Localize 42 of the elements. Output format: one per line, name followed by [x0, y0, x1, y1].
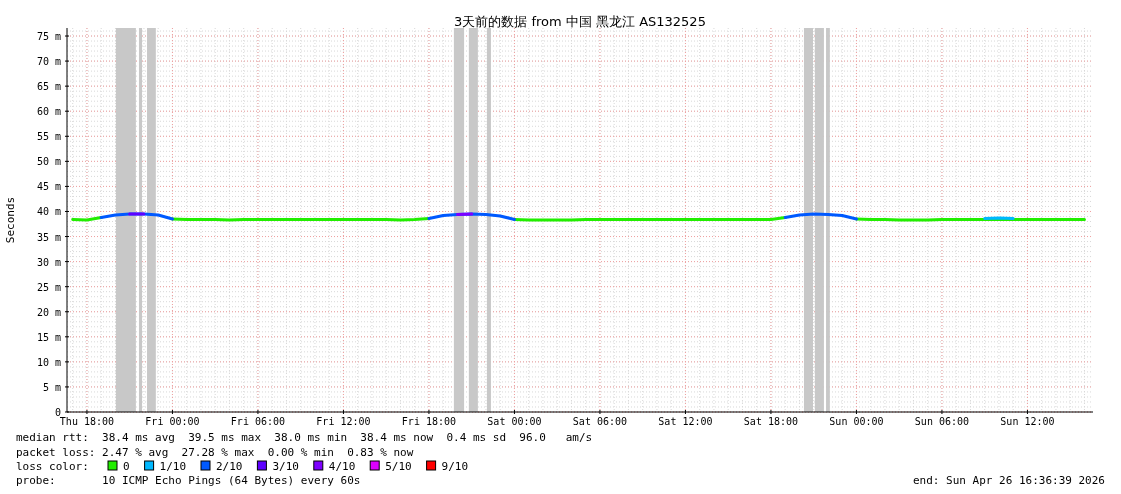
y-tick-label: 55 m [36, 131, 61, 143]
y-tick-label: 40 m [36, 206, 61, 218]
legend-label: 1/10 [159, 460, 187, 473]
y-tick-label: 35 m [36, 231, 61, 243]
y-tick-label: 60 m [36, 106, 61, 118]
x-tick-label: Thu 18:00 [59, 416, 115, 427]
legend-label: 0 [123, 460, 130, 473]
x-tick-label: Fri 00:00 [145, 416, 200, 427]
x-tick-label: Sat 06:00 [572, 416, 628, 427]
y-tick-label: 75 m [36, 31, 61, 43]
y-tick-label: 30 m [36, 256, 61, 268]
y-tick-label: 65 m [36, 81, 61, 93]
x-tick-label: Fri 12:00 [316, 416, 371, 427]
y-tick-label: 50 m [36, 156, 61, 168]
text: probe: 10 ICMP Echo Pings (64 Bytes) every 60s [16, 474, 361, 487]
x-tick-label: Fri 18:00 [401, 416, 457, 427]
chart-title: 3天前的数据 from 中国 黑龙江 AS132525 [454, 14, 706, 29]
x-tick-label: Sun 06:00 [914, 416, 970, 427]
y-tick-label: 15 m [36, 331, 61, 343]
text: packet loss: 2.47 % avg 27.28 % max 0.00 % min 0.83 % now [16, 446, 414, 459]
x-tick-label: Sat 12:00 [658, 416, 713, 427]
y-tick-label: 70 m [36, 56, 61, 68]
text: end: Sun Apr 26 16:36:39 2026 [912, 474, 1105, 487]
legend-label: 9/10 [441, 460, 469, 473]
x-tick-label: Sun 00:00 [829, 416, 884, 427]
x-tick-label: Sat 18:00 [743, 416, 799, 427]
x-tick-label: Sat 00:00 [487, 416, 542, 427]
y-tick-label: 5 m [42, 381, 61, 393]
legend-label: 3/10 [272, 460, 299, 473]
y-tick-label: 45 m [36, 181, 61, 193]
legend-title: loss color: [16, 460, 89, 473]
legend-label: 2/10 [216, 460, 243, 473]
text: median rtt: 38.4 ms avg 39.5 ms max 38.0 ms min 38.4 ms now 0.4 ms sd 96.0 am/s [16, 431, 593, 444]
x-tick-label: Sun 12:00 [1000, 416, 1055, 427]
legend-label: 5/10 [385, 460, 412, 473]
legend-label: 4/10 [328, 460, 356, 473]
y-tick-label: 20 m [36, 306, 61, 318]
y-tick-label: 25 m [36, 281, 61, 293]
y-tick-label: 10 m [36, 356, 61, 368]
y-axis-title: Seconds [4, 196, 17, 244]
y-tick-label: 0 [54, 407, 61, 418]
x-tick-label: Fri 06:00 [230, 416, 286, 427]
